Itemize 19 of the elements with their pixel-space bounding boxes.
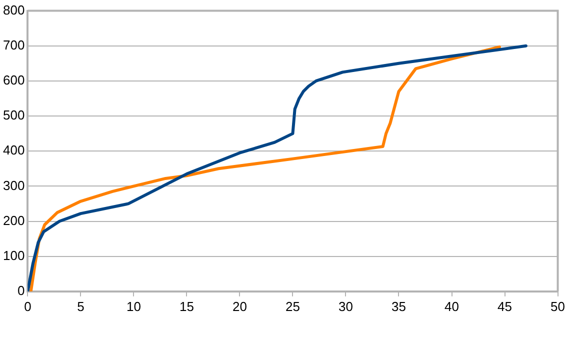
x-tick-label: 35 (392, 298, 406, 314)
x-tick-label: 15 (179, 298, 194, 314)
x-tick-label: 5 (77, 298, 84, 314)
x-tick-label: 10 (126, 298, 141, 314)
y-tick-label: 100 (2, 248, 25, 263)
y-tick-label: 0 (17, 282, 25, 298)
y-tick-label: 600 (2, 72, 25, 88)
y-tick-label: 500 (2, 108, 25, 123)
y-tick-label: 700 (2, 37, 25, 52)
x-tick-label: 20 (232, 298, 247, 314)
x-tick-label: 40 (444, 298, 459, 314)
y-tick-label: 400 (2, 142, 25, 158)
x-tick-label: 30 (338, 298, 353, 314)
y-tick-label: 200 (2, 212, 25, 228)
x-tick-label: 45 (498, 298, 512, 314)
y-tick-label: 800 (2, 2, 25, 18)
y-tick-label: 300 (2, 178, 25, 193)
x-tick-label: 50 (550, 298, 566, 314)
x-tick-label: 25 (285, 298, 300, 314)
